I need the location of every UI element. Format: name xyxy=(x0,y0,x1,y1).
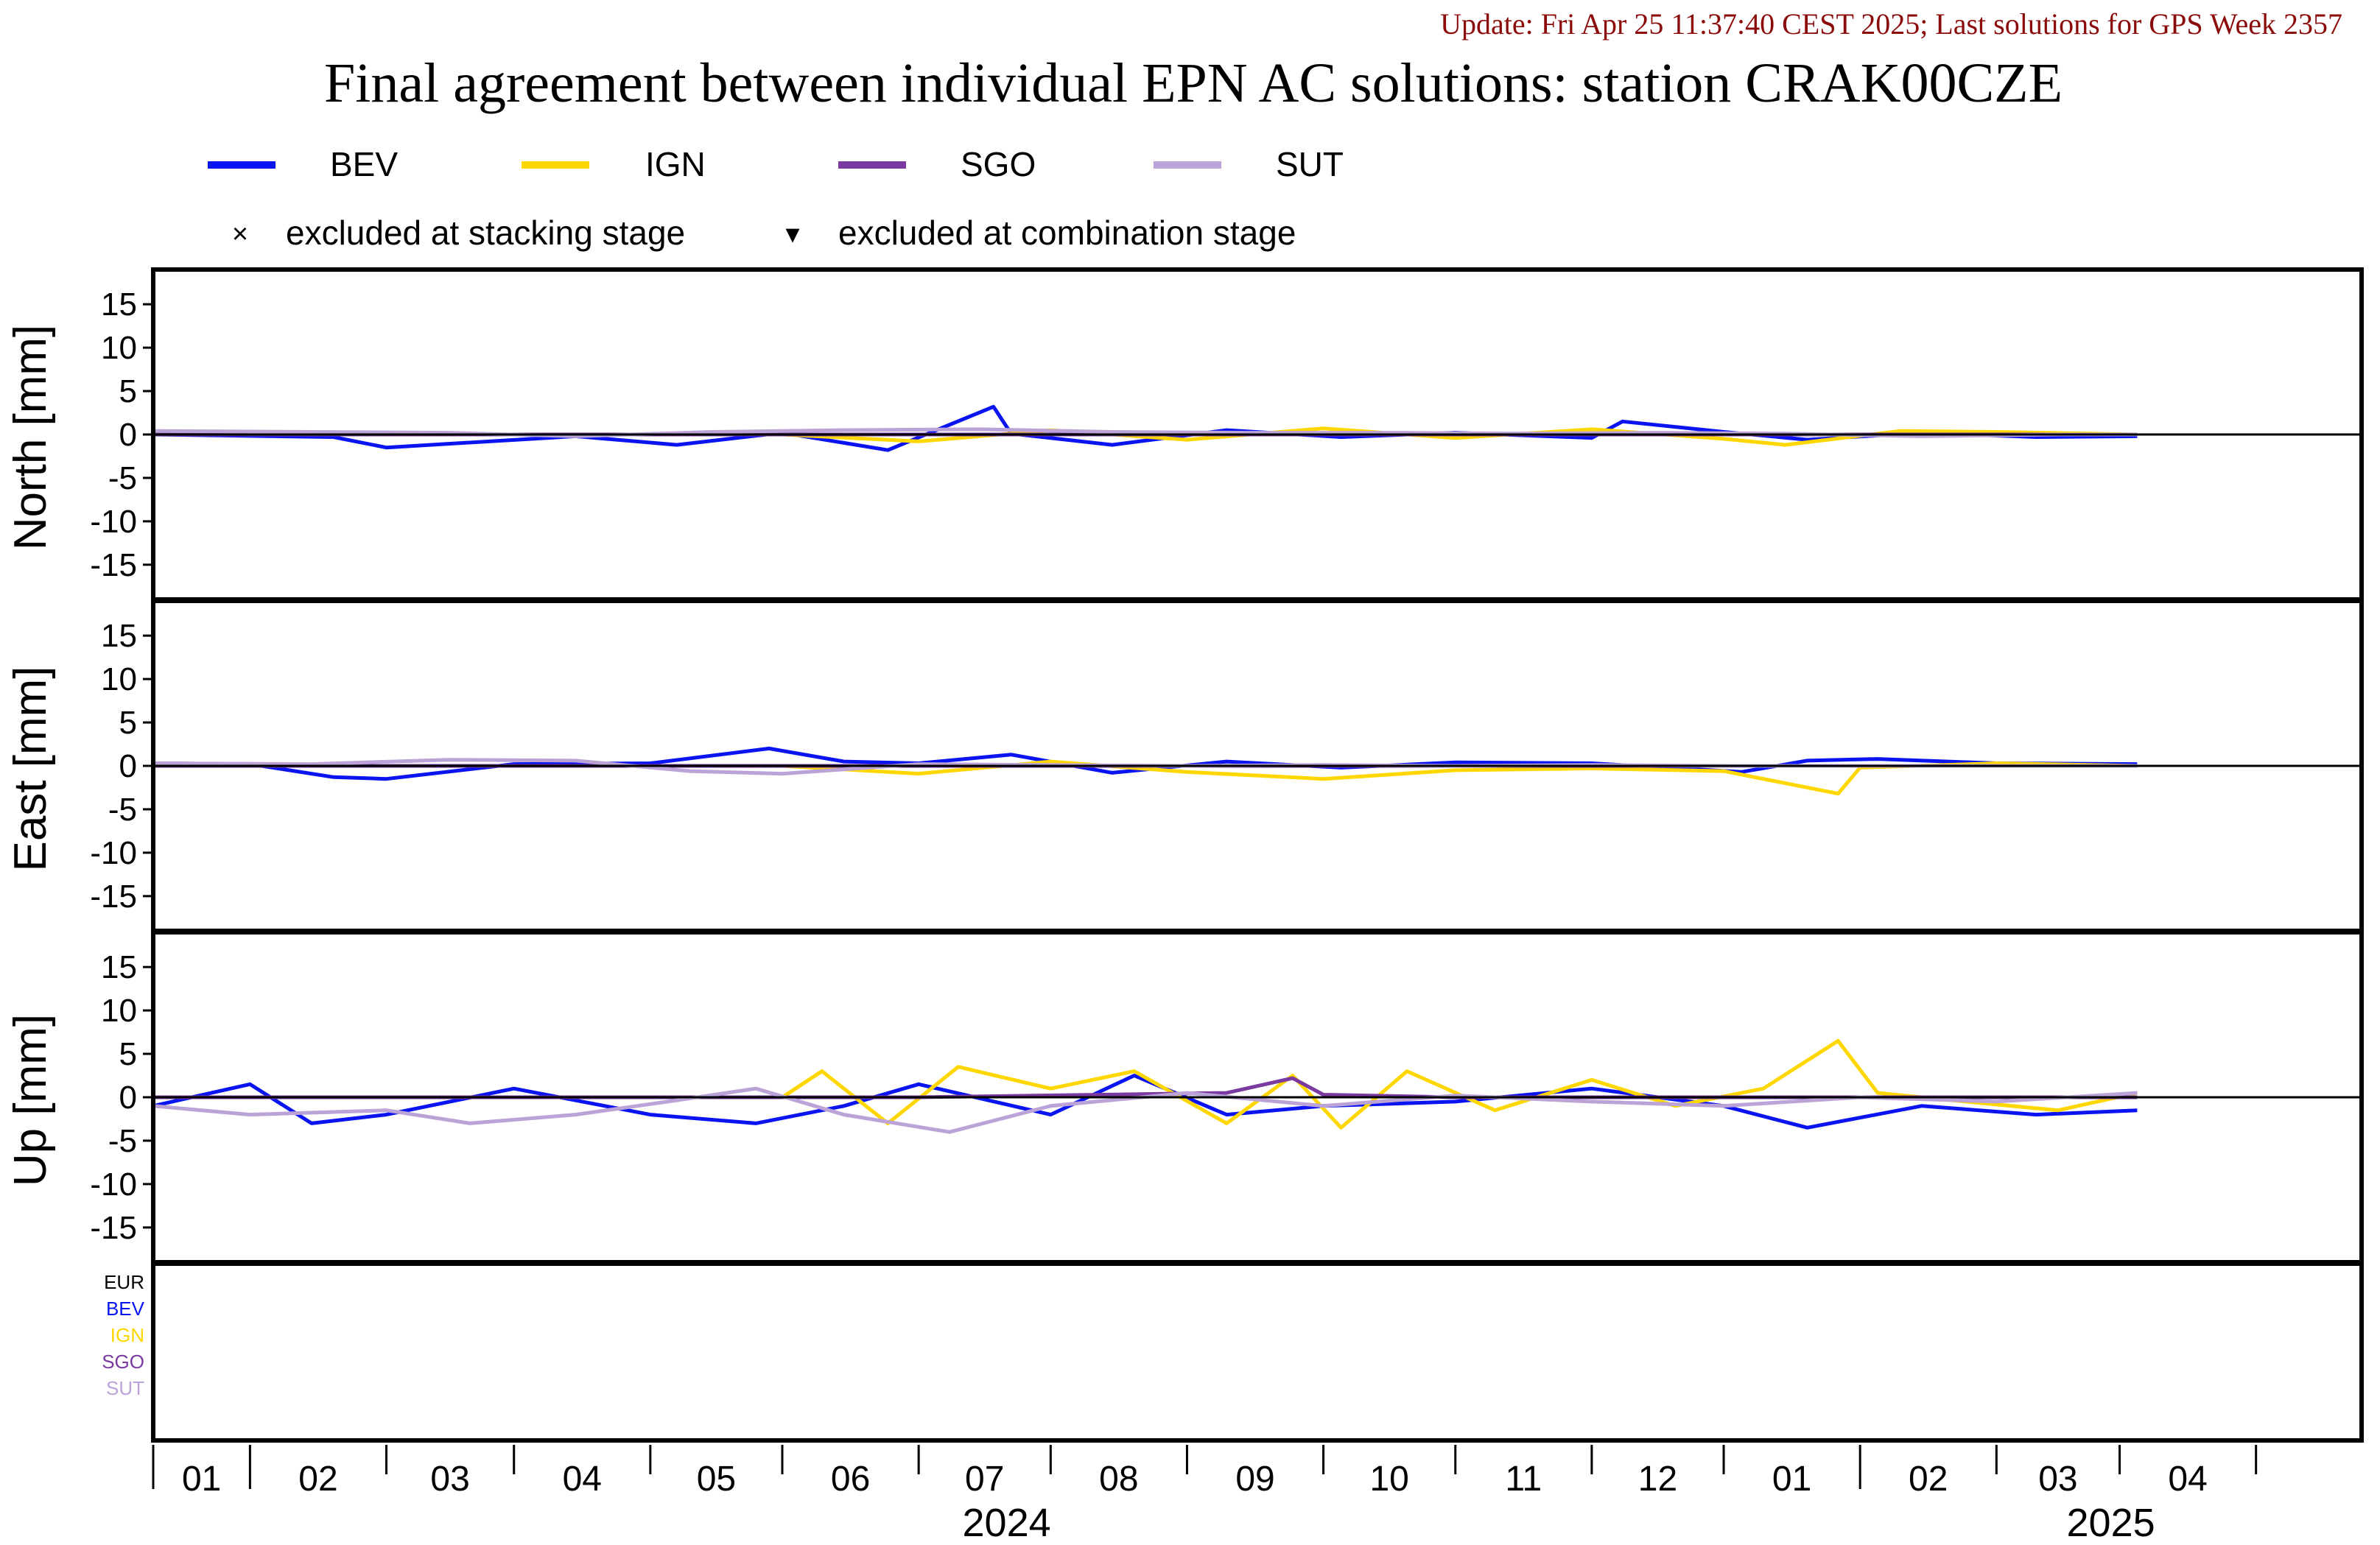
year-label: 2024 xyxy=(963,1501,1051,1545)
month-label: 06 xyxy=(831,1460,870,1499)
month-label: 04 xyxy=(2168,1460,2207,1499)
up-axis-label: Up [mm] xyxy=(5,1014,56,1186)
exclusion-label-bev: BEV xyxy=(106,1298,145,1320)
up-panel: 15 10 5 0 -5 -10 -15 Up [mm] xyxy=(5,930,2364,1264)
east-y-tick-label: -15 xyxy=(90,879,137,915)
up-y-axis: 15 10 5 0 -5 -10 -15 xyxy=(90,949,153,1246)
exclusion-label-sgo: SGO xyxy=(102,1351,144,1373)
legend-label-ign: IGN xyxy=(645,145,706,183)
north-y-tick-label: 15 xyxy=(101,286,137,323)
north-y-tick-label: 10 xyxy=(101,330,137,366)
east-panel: 15 10 5 0 -5 -10 -15 East [mm] xyxy=(5,599,2364,933)
month-label: 08 xyxy=(1099,1460,1138,1499)
east-axis-label: East [mm] xyxy=(5,666,56,871)
legend-entry-ign: IGN xyxy=(522,145,706,183)
up-y-tick-label: -5 xyxy=(108,1123,137,1159)
east-y-tick-label: -10 xyxy=(90,835,137,871)
up-y-tick-label: -10 xyxy=(90,1166,137,1203)
north-series-bev xyxy=(152,404,2138,452)
up-y-tick-label: 10 xyxy=(101,993,137,1029)
exclusion-panel-frame xyxy=(151,1261,2364,1443)
legend: BEV IGN SGO SUT × excluded at stacking s… xyxy=(208,145,1344,252)
east-y-tick-label: 5 xyxy=(119,705,137,741)
east-y-tick-label: 10 xyxy=(101,661,137,697)
month-label: 02 xyxy=(298,1460,337,1499)
north-y-tick-label: 0 xyxy=(119,417,137,453)
month-label: 07 xyxy=(965,1460,1004,1499)
chart-title: Final agreement between individual EPN A… xyxy=(324,52,2063,114)
month-label: 05 xyxy=(697,1460,736,1499)
exclusion-label-ign: IGN xyxy=(110,1324,144,1346)
stacking-marker-label: excluded at stacking stage xyxy=(286,214,685,252)
east-y-axis: 15 10 5 0 -5 -10 -15 xyxy=(90,618,153,915)
north-axis-label: North [mm] xyxy=(5,325,56,551)
legend-entry-sut: SUT xyxy=(1154,145,1344,183)
up-series-sut xyxy=(152,1086,2138,1134)
month-label: 12 xyxy=(1638,1460,1677,1499)
up-y-tick-label: 5 xyxy=(119,1036,137,1072)
legend-label-sut: SUT xyxy=(1276,145,1344,183)
month-label: 09 xyxy=(1235,1460,1274,1499)
up-y-tick-label: -15 xyxy=(90,1210,137,1246)
legend-label-bev: BEV xyxy=(330,145,398,183)
month-label: 03 xyxy=(2038,1460,2077,1499)
north-y-axis: 15 10 5 0 -5 -10 -15 xyxy=(90,286,153,583)
month-label: 01 xyxy=(1772,1460,1811,1499)
combination-marker-label: excluded at combination stage xyxy=(838,214,1296,252)
month-label: 04 xyxy=(563,1460,602,1499)
month-label: 03 xyxy=(430,1460,469,1499)
year-label: 2025 xyxy=(2067,1501,2155,1545)
exclusion-panel: EUR BEV IGN SGO SUT xyxy=(102,1261,2364,1443)
north-y-tick-label: 5 xyxy=(119,373,137,409)
update-text: Update: Fri Apr 25 11:37:40 CEST 2025; L… xyxy=(1440,7,2342,41)
east-y-tick-label: 15 xyxy=(101,618,137,654)
east-series xyxy=(152,746,2138,796)
exclusion-label-sut: SUT xyxy=(106,1377,144,1399)
month-label: 11 xyxy=(1505,1460,1542,1499)
combination-marker-icon: ▾ xyxy=(785,219,799,250)
stacking-marker-icon: × xyxy=(232,219,248,250)
north-y-tick-label: -5 xyxy=(108,460,137,496)
north-y-tick-label: -15 xyxy=(90,547,137,583)
north-y-tick-label: -10 xyxy=(90,504,137,540)
up-series xyxy=(152,1038,2138,1134)
month-label: 10 xyxy=(1369,1460,1408,1499)
east-series-bev xyxy=(152,746,2138,781)
east-y-tick-label: 0 xyxy=(119,748,137,784)
up-series-ign xyxy=(781,1038,2138,1130)
up-y-tick-label: 0 xyxy=(119,1080,137,1116)
north-panel: 15 10 5 0 -5 -10 -15 North [mm] xyxy=(5,267,2364,602)
up-y-tick-label: 15 xyxy=(101,949,137,985)
month-label: 01 xyxy=(182,1460,221,1499)
legend-entry-sgo: SGO xyxy=(838,145,1036,183)
east-y-tick-label: -5 xyxy=(108,792,137,828)
north-series xyxy=(152,404,2138,452)
legend-label-sgo: SGO xyxy=(961,145,1036,183)
time-axis: 01 02 03 04 05 06 07 08 09 10 11 12 01 02 03 04 2024 2025 xyxy=(152,1445,2258,1545)
legend-entry-bev: BEV xyxy=(208,145,398,183)
month-label: 02 xyxy=(1909,1460,1948,1499)
exclusion-label-eur: EUR xyxy=(104,1271,144,1293)
